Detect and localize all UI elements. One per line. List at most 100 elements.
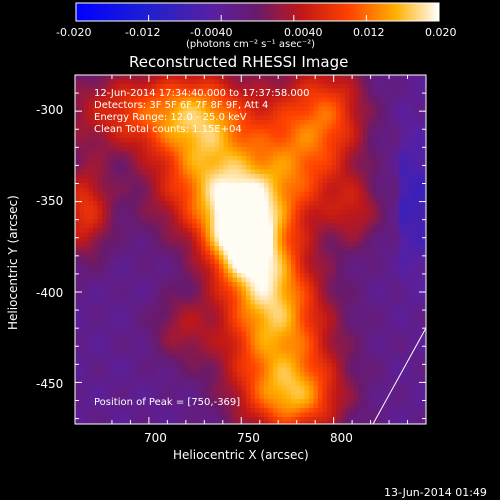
heatmap-cell [259,268,265,274]
heatmap-cell [201,120,206,125]
heatmap-cell [390,178,395,184]
heatmap-cell [138,354,143,359]
heatmap-cell [97,196,103,202]
heatmap-cell [390,277,395,283]
heatmap-cell [210,174,215,179]
heatmap-cell [138,273,143,278]
heatmap-cell [255,151,260,157]
heatmap-cell [115,124,121,130]
heatmap-cell [309,241,314,247]
heatmap-cell [223,165,229,170]
heatmap-cell [165,282,170,287]
heatmap-cell [421,138,426,143]
heatmap-cell [277,273,283,278]
heatmap-cell [318,241,323,247]
heatmap-cell [358,300,364,305]
heatmap-cell [165,88,170,94]
heatmap-cell [412,111,418,116]
heatmap-cell [138,142,143,148]
heatmap-cell [151,349,157,355]
heatmap-cell [102,205,107,211]
heatmap-cell [246,201,251,206]
heatmap-cell [115,327,121,332]
heatmap-cell [84,106,89,112]
heatmap-cell [408,142,413,148]
heatmap-cell [376,192,382,197]
heatmap-cell [102,322,107,328]
heatmap-cell [250,241,256,247]
heatmap-cell [84,219,89,224]
heatmap-cell [385,309,391,314]
heatmap-cell [394,237,400,242]
heatmap-cell [241,201,247,206]
heatmap-cell [205,345,211,350]
heatmap-cell [322,354,328,359]
heatmap-cell [255,210,260,215]
heatmap-cell [201,111,206,116]
heatmap-cell [232,228,238,233]
heatmap-cell [336,241,341,247]
heatmap-cell [349,79,355,85]
heatmap-cell [75,340,80,346]
heatmap-cell [322,93,328,98]
heatmap-cell [282,223,287,229]
heatmap-cell [336,345,341,350]
heatmap-cell [169,115,175,121]
heatmap-cell [403,259,409,265]
heatmap-cell [187,327,193,332]
heatmap-cell [358,255,364,260]
heatmap-cell [268,228,274,233]
heatmap-cell [349,111,355,116]
heatmap-cell [205,124,211,130]
heatmap-cell [327,165,332,170]
heatmap-cell [363,318,368,323]
heatmap-cell [219,120,224,125]
heatmap-cell [246,138,251,143]
heatmap-cell [394,268,400,274]
heatmap-cell [331,169,337,175]
heatmap-cell [111,237,116,242]
heatmap-cell [156,354,161,359]
heatmap-cell [115,97,121,103]
heatmap-cell [169,273,175,278]
heatmap-cell [331,147,337,152]
heatmap-cell [363,250,368,256]
heatmap-cell [390,268,395,274]
heatmap-cell [358,336,364,341]
heatmap-cell [183,147,188,152]
heatmap-cell [390,120,395,125]
heatmap-cell [237,147,242,152]
heatmap-cell [187,340,193,346]
heatmap-cell [151,88,157,94]
heatmap-cell [160,223,166,229]
heatmap-cell [79,111,85,116]
heatmap-cell [174,174,179,179]
heatmap-cell [403,313,409,319]
heatmap-cell [97,327,103,332]
heatmap-cell [322,174,328,179]
heatmap-cell [102,228,107,233]
heatmap-cell [133,223,139,229]
heatmap-cell [322,295,328,301]
heatmap-cell [142,196,148,202]
heatmap-cell [93,142,98,148]
heatmap-cell [349,277,355,283]
heatmap-cell [367,84,373,89]
heatmap-cell [192,349,197,355]
heatmap-cell [120,322,125,328]
heatmap-cell [174,241,179,247]
heatmap-cell [268,97,274,103]
heatmap-cell [327,120,332,125]
heatmap-cell [363,201,368,206]
heatmap-cell [277,223,283,229]
heatmap-cell [79,187,85,193]
heatmap-cell [372,255,377,260]
heatmap-cell [205,75,211,80]
heatmap-cell [277,160,283,166]
heatmap-cell [165,102,170,107]
heatmap-cell [246,174,251,179]
heatmap-cell [255,133,260,139]
heatmap-cell [237,165,242,170]
heatmap-cell [408,93,413,98]
heatmap-cell [264,273,269,278]
